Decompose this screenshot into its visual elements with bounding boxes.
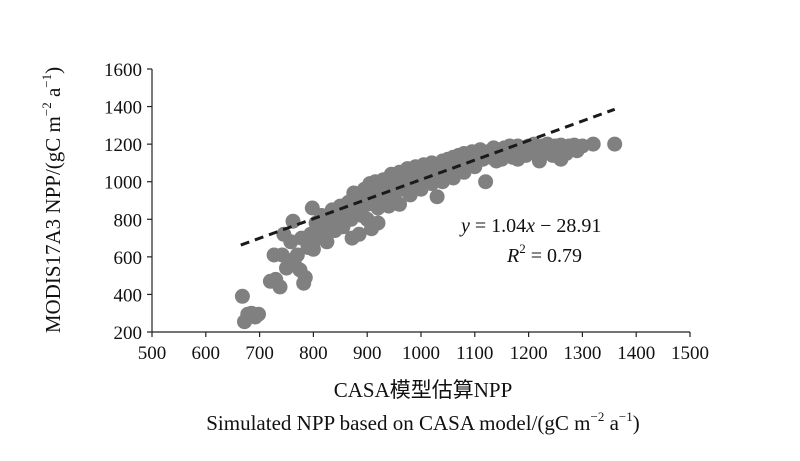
eq-y: y xyxy=(459,215,470,237)
x-axis-title-en: Simulated NPP based on CASA model/(gC m−… xyxy=(206,409,640,435)
ticks-layer: 500 600 700 800 900 1000 1100 1200 1300 1400 1500 2… xyxy=(104,60,709,364)
r-squared: R2 = 0.79 xyxy=(506,241,582,267)
data-point xyxy=(607,136,623,152)
data-point xyxy=(392,196,407,212)
x-tick-label: 1400 xyxy=(617,343,655,364)
y-tick-label: 1200 xyxy=(104,135,142,156)
x-title-main: Simulated NPP based on CASA model/(gC m xyxy=(206,411,590,435)
x-tick-label: 600 xyxy=(192,343,221,364)
y-tick-label: 200 xyxy=(114,323,143,344)
x-tick-label: 1100 xyxy=(456,343,493,364)
x-tick-label: 900 xyxy=(353,343,382,364)
trend-equation: y = 1.04x − 28.91 xyxy=(459,215,601,237)
x-axis-title-cn: CASA模型估算NPP xyxy=(334,378,513,402)
x-title-exp2: −1 xyxy=(619,409,633,424)
y-tick-label: 1600 xyxy=(104,60,142,81)
data-point xyxy=(370,215,386,231)
data-point xyxy=(488,153,504,169)
y-tick-label: 600 xyxy=(114,248,143,269)
y-tick-label: 800 xyxy=(114,210,143,231)
y-tick-label: 400 xyxy=(114,285,143,306)
r2-r: R xyxy=(506,245,519,267)
trend-line xyxy=(240,107,616,247)
r2-sup: 2 xyxy=(519,241,526,256)
y-tick-label: 1000 xyxy=(104,173,142,194)
data-point xyxy=(285,213,301,229)
x-title-mid: a xyxy=(604,411,619,435)
data-point xyxy=(289,247,305,263)
data-point xyxy=(234,288,250,304)
axes-layer xyxy=(151,69,690,333)
y-title-exp2: −1 xyxy=(39,74,54,88)
data-point xyxy=(585,136,601,152)
x-title-end: ) xyxy=(633,411,640,435)
data-point xyxy=(351,226,367,242)
x-tick-label: 700 xyxy=(245,343,274,364)
data-point xyxy=(251,306,266,322)
r2-rest: = 0.79 xyxy=(526,245,582,267)
data-point xyxy=(478,174,494,190)
eq-equals: = 1.04 xyxy=(470,215,526,237)
y-axis-title: MODIS17A3 NPP/(gC m−2 a−1) xyxy=(39,67,65,333)
data-point xyxy=(429,189,445,205)
x-tick-label: 1300 xyxy=(563,343,601,364)
x-tick-label: 1000 xyxy=(402,343,440,364)
x-tick-label: 500 xyxy=(138,343,167,364)
data-point xyxy=(305,241,321,257)
data-point xyxy=(510,151,526,167)
data-point xyxy=(297,270,313,285)
y-title-end: ) xyxy=(41,67,65,74)
x-tick-label: 800 xyxy=(299,343,328,364)
data-point xyxy=(272,279,288,295)
eq-rest: − 28.91 xyxy=(535,215,601,237)
y-title-exp1: −2 xyxy=(39,102,54,116)
x-title-exp1: −2 xyxy=(590,409,604,424)
data-point xyxy=(531,153,547,169)
eq-x: x xyxy=(525,215,535,237)
y-title-mid: a xyxy=(41,87,65,102)
x-tick-label: 1500 xyxy=(671,343,709,364)
y-tick-label: 1400 xyxy=(104,98,142,119)
y-title-main: MODIS17A3 NPP/(gC m xyxy=(41,116,65,333)
data-point xyxy=(553,151,569,167)
data-point xyxy=(319,234,335,250)
x-tick-label: 1200 xyxy=(510,343,548,364)
